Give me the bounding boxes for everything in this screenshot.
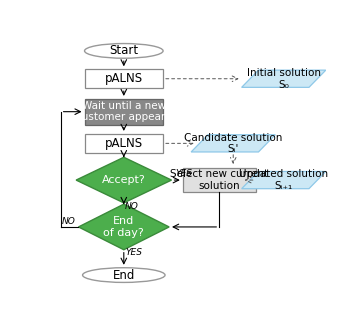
Text: Start: Start bbox=[109, 44, 138, 57]
Polygon shape bbox=[242, 70, 326, 88]
FancyBboxPatch shape bbox=[183, 168, 256, 192]
Text: Updated solution
Sᵢ₊₁: Updated solution Sᵢ₊₁ bbox=[239, 169, 328, 191]
Text: pALNS: pALNS bbox=[105, 137, 143, 150]
Text: Wait until a new
customer appears: Wait until a new customer appears bbox=[76, 101, 171, 122]
Text: Accept?: Accept? bbox=[102, 175, 146, 185]
Text: End: End bbox=[113, 268, 135, 282]
Polygon shape bbox=[242, 171, 326, 189]
Text: NO: NO bbox=[125, 202, 139, 211]
Polygon shape bbox=[76, 157, 172, 203]
FancyBboxPatch shape bbox=[85, 69, 163, 88]
Ellipse shape bbox=[83, 268, 165, 282]
Text: YES: YES bbox=[176, 168, 193, 178]
Text: Initial solution
S₀: Initial solution S₀ bbox=[247, 68, 321, 89]
Text: End
of day?: End of day? bbox=[104, 216, 144, 238]
FancyBboxPatch shape bbox=[85, 134, 163, 153]
Text: YES: YES bbox=[125, 248, 142, 257]
Polygon shape bbox=[191, 135, 275, 152]
Ellipse shape bbox=[85, 43, 163, 58]
Text: NO: NO bbox=[62, 217, 76, 226]
FancyBboxPatch shape bbox=[85, 99, 163, 124]
Text: Select new current
solution: Select new current solution bbox=[170, 169, 268, 191]
Text: Candidate solution
Sᵢ': Candidate solution Sᵢ' bbox=[184, 133, 282, 154]
Text: pALNS: pALNS bbox=[105, 72, 143, 85]
Polygon shape bbox=[79, 204, 169, 250]
